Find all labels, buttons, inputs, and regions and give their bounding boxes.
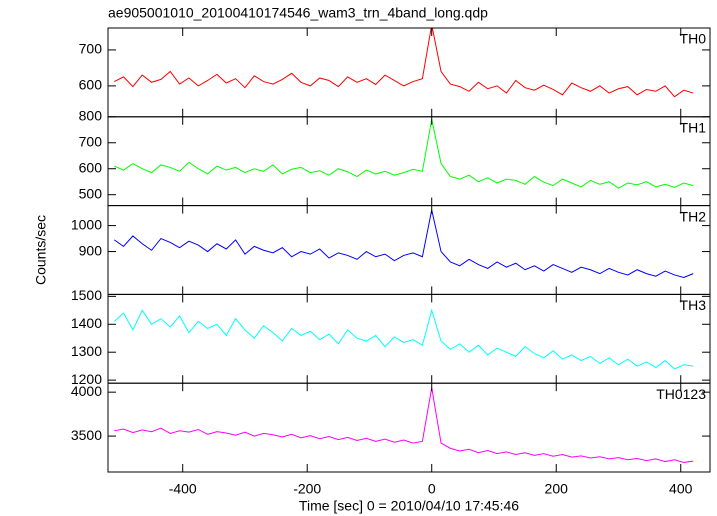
panel-frame: [107, 293, 711, 384]
y-tick-label: 4000: [71, 383, 102, 399]
y-tick-label: 3500: [71, 427, 102, 443]
data-line: [114, 119, 694, 189]
y-tick-label: 1200: [71, 371, 102, 387]
x-tick-label: -200: [293, 481, 321, 497]
data-line: [113, 209, 694, 279]
y-tick-label: 600: [79, 159, 103, 175]
panel-label: TH3: [680, 297, 707, 313]
y-tick-label: 1500: [71, 287, 102, 303]
x-tick-label: 0: [428, 481, 436, 497]
y-tick-label: 800: [79, 108, 103, 124]
panel-frame: [107, 27, 711, 118]
panel-frame: [107, 205, 711, 295]
y-tick-label: 1400: [71, 315, 102, 331]
panel-label: TH0: [680, 31, 707, 47]
y-axis-label: Counts/sec: [33, 215, 49, 285]
x-axis-label: Time [sec] 0 = 2010/04/10 17:45:46: [299, 498, 519, 514]
x-tick-label: -400: [169, 481, 197, 497]
panel-label: TH2: [680, 208, 707, 224]
y-tick-label: 1000: [71, 216, 102, 232]
y-tick-label: 1300: [71, 343, 102, 359]
y-tick-label: 700: [79, 133, 103, 149]
x-tick-label: 200: [545, 481, 569, 497]
data-line: [113, 308, 694, 370]
panel-label: TH1: [680, 120, 707, 136]
panel-frame: [107, 382, 711, 473]
panel-label: TH0123: [656, 386, 706, 402]
y-tick-label: 700: [79, 41, 103, 57]
panel-frame: [107, 116, 711, 207]
data-line: [114, 387, 694, 463]
y-tick-label: 600: [79, 77, 103, 93]
y-tick-label: 500: [79, 185, 103, 201]
x-tick-label: 400: [669, 481, 693, 497]
data-line: [114, 28, 694, 98]
y-tick-label: 900: [79, 242, 103, 258]
chart-title: ae905001010_20100410174546_wam3_trn_4ban…: [108, 5, 488, 21]
